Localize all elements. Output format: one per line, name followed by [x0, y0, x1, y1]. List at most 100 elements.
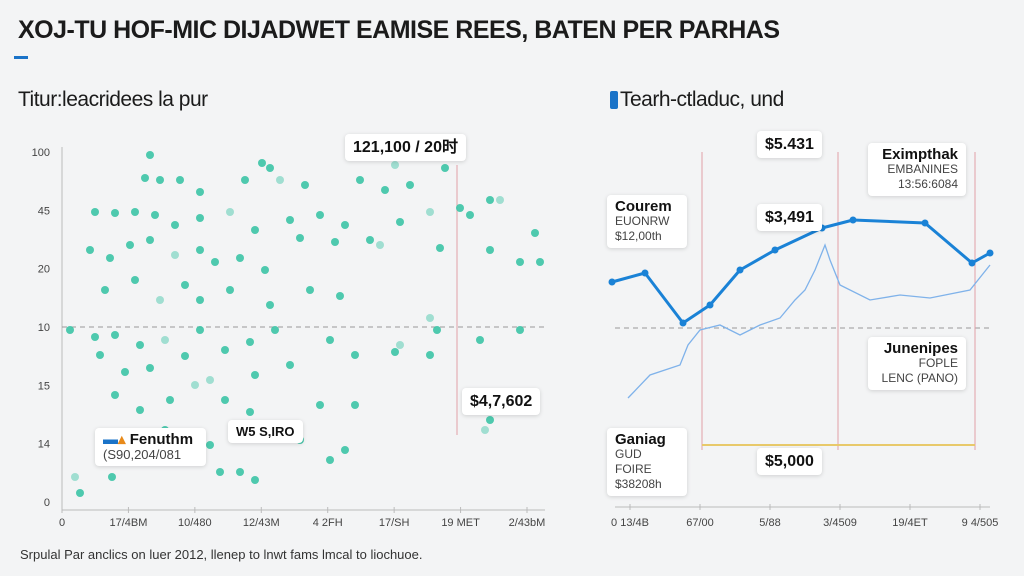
scatter-point	[226, 208, 234, 216]
scatter-point	[381, 186, 389, 194]
chart-caption: Srpulal Par anclics on luer 2012, llenep…	[20, 547, 423, 562]
scatter-point	[171, 251, 179, 259]
scatter-point	[236, 468, 244, 476]
annotation-line: $38208h	[615, 477, 662, 491]
scatter-point	[516, 258, 524, 266]
scatter-point	[426, 208, 434, 216]
scatter-point	[396, 218, 404, 226]
annotation-title: Ganiag	[615, 431, 666, 448]
scatter-point	[261, 266, 269, 274]
scatter-point	[426, 351, 434, 359]
scatter-point	[196, 214, 204, 222]
scatter-point	[436, 244, 444, 252]
right-chart-title: Tearh-ctladuc, und	[620, 88, 784, 111]
scatter-point	[306, 286, 314, 294]
annotation-title: Junenipes	[883, 340, 958, 357]
scatter-point	[221, 396, 229, 404]
annotation-title: Courem	[615, 198, 672, 215]
annotation-line: FOPLE	[918, 356, 958, 370]
scatter-point	[196, 188, 204, 196]
scatter-point	[146, 236, 154, 244]
scatter-point	[326, 336, 334, 344]
annotation-value-top: $5.431	[757, 131, 822, 158]
scatter-point	[108, 473, 116, 481]
scatter-point	[258, 159, 266, 167]
scatter-point	[211, 258, 219, 266]
y-tick-label: 10	[38, 322, 50, 334]
scatter-point	[111, 391, 119, 399]
badge-icon: ▬	[103, 431, 118, 448]
scatter-point	[441, 164, 449, 172]
scatter-point	[481, 426, 489, 434]
scatter-point	[111, 331, 119, 339]
y-tick-label: 45	[38, 205, 50, 217]
main-series-point	[706, 301, 714, 309]
x-tick-label: 67/00	[686, 517, 714, 529]
chart-logo-icon	[610, 91, 618, 109]
scatter-point	[516, 326, 524, 334]
scatter-point	[326, 456, 334, 464]
page-title: XOJ-TU HOF-MIC DIJADWET EAMISE REES, BAT…	[18, 16, 780, 44]
scatter-point	[251, 226, 259, 234]
secondary-series-line	[627, 243, 991, 399]
x-tick-label: 19 MET	[441, 517, 480, 529]
x-tick-label: 12/43M	[243, 517, 280, 529]
scatter-chart: 100 45 20 10 15 14 00 17/4BM 10/480 12/43M 4 2FH 17…	[32, 147, 545, 529]
scatter-point	[276, 176, 284, 184]
scatter-point	[86, 246, 94, 254]
scatter-point	[341, 446, 349, 454]
scatter-point	[206, 376, 214, 384]
scatter-point	[251, 371, 259, 379]
scatter-point	[151, 211, 159, 219]
x-tick-label: 5/88	[759, 517, 780, 529]
scatter-point	[496, 196, 504, 204]
y-tick-label: 15	[38, 380, 50, 392]
scatter-point	[136, 341, 144, 349]
scatter-point	[131, 208, 139, 216]
main-series-point	[986, 249, 994, 257]
main-series-point	[921, 219, 929, 227]
scatter-point	[301, 181, 309, 189]
scatter-point	[391, 348, 399, 356]
scatter-point	[126, 241, 134, 249]
annotation-value-bottom: $5,000	[757, 448, 822, 475]
scatter-point	[296, 234, 304, 242]
main-series-point	[849, 216, 857, 224]
scatter-point	[356, 176, 364, 184]
x-tick-label: 19/4ET	[892, 517, 928, 529]
scatter-point	[206, 441, 214, 449]
scatter-point	[106, 254, 114, 262]
scatter-point	[396, 341, 404, 349]
scatter-point	[171, 221, 179, 229]
annotation-line: 13:56:6084	[897, 177, 958, 191]
y-tick-label: 14	[38, 439, 50, 451]
annotation-peak: 121,100 / 20时	[345, 134, 466, 161]
scatter-point	[131, 276, 139, 284]
scatter-point	[486, 416, 494, 424]
scatter-point	[146, 151, 154, 159]
title-accent-bar	[14, 56, 28, 59]
main-series-point	[771, 246, 779, 254]
main-series-point	[679, 319, 687, 327]
x-tick-label: 9 4/505	[962, 517, 999, 529]
scatter-point	[286, 216, 294, 224]
annotation-line: EUONRW	[615, 214, 670, 228]
annotation-line: $12,00th	[615, 229, 662, 243]
x-tick-label: 0	[59, 517, 65, 529]
x-tick-label: 3/4509	[823, 517, 857, 529]
scatter-point	[196, 326, 204, 334]
y-tick-label: 20	[38, 264, 50, 276]
scatter-point	[251, 476, 259, 484]
scatter-point	[486, 196, 494, 204]
scatter-point	[176, 176, 184, 184]
scatter-point	[181, 281, 189, 289]
annotation-line: EMBANINES	[887, 162, 958, 176]
scatter-point	[331, 238, 339, 246]
x-tick-label: 4 2FH	[313, 517, 343, 529]
scatter-point	[316, 401, 324, 409]
scatter-point	[121, 368, 129, 376]
annotation-label: W5 S,IRO	[228, 420, 303, 443]
scatter-point	[426, 314, 434, 322]
annotation-title: Eximpthak	[882, 146, 958, 163]
x-tick-label: 0 13/4B	[611, 517, 649, 529]
